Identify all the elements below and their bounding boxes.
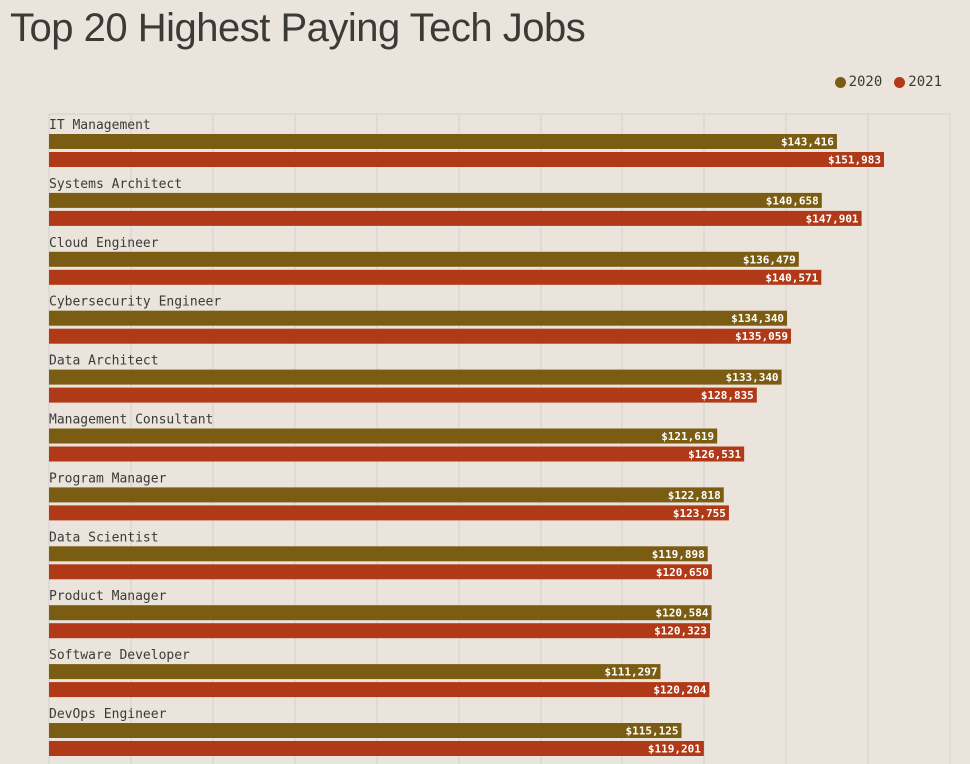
bar-2020 <box>49 428 718 444</box>
value-label-2020: $140,658 <box>766 194 819 207</box>
bar-group: Data Architect $133,340 $128,835 <box>49 354 782 403</box>
bar-group: Data Scientist $119,898 $120,650 <box>49 530 712 580</box>
legend-swatch-2021 <box>894 76 906 88</box>
bar-group: Systems Architect $140,658 $147,901 <box>49 177 862 226</box>
bar-2021 <box>49 387 757 403</box>
category-label: Data Architect <box>49 354 159 369</box>
value-label-2020: $134,340 <box>731 312 784 325</box>
bar-group: Cloud Engineer $136,479 $140,571 <box>49 236 822 285</box>
legend-item-2020: 2020 <box>834 74 883 90</box>
category-label: Systems Architect <box>49 177 182 192</box>
bar-2021 <box>49 564 712 580</box>
value-label-2021: $140,571 <box>765 271 818 284</box>
bar-2021 <box>49 152 884 167</box>
category-label: Product Manager <box>49 589 167 604</box>
category-label: Management Consultant <box>49 413 213 428</box>
value-label-2021: $147,901 <box>806 212 859 225</box>
bar-2021 <box>49 446 745 462</box>
bar-group: Cybersecurity Engineer $134,340 $135,059 <box>49 295 792 344</box>
value-label-2020: $120,584 <box>656 607 709 620</box>
value-label-2021: $135,059 <box>735 330 788 343</box>
value-label-2021: $120,323 <box>654 625 707 638</box>
bar-2021 <box>49 623 711 639</box>
category-label: Cybersecurity Engineer <box>49 295 221 310</box>
bar-2021 <box>49 682 710 698</box>
value-label-2021: $120,650 <box>656 566 709 579</box>
bar-2021 <box>49 741 704 756</box>
value-label-2020: $119,898 <box>652 548 705 561</box>
legend-item-2021: 2021 <box>894 74 942 90</box>
bar-group: Product Manager $120,584 $120,323 <box>49 589 712 639</box>
value-label-2021: $120,204 <box>653 684 706 697</box>
bar-2021 <box>49 328 792 344</box>
legend-swatch-2020 <box>834 76 846 88</box>
bar-2021 <box>49 505 729 521</box>
bar-group: Management Consultant $121,619 $126,531 <box>49 413 745 462</box>
bar-2021 <box>49 269 822 285</box>
bar-2020 <box>49 487 724 503</box>
value-label-2020: $143,416 <box>781 136 834 149</box>
bar-group: DevOps Engineer $115,125 $119,201 <box>49 707 704 756</box>
value-label-2020: $111,297 <box>604 666 657 679</box>
value-label-2021: $128,835 <box>701 389 754 402</box>
bar-group: Software Developer $111,297 $120,204 <box>49 648 710 698</box>
bar-2020 <box>49 251 799 267</box>
bar-2020 <box>49 605 712 621</box>
category-label: Program Manager <box>49 471 167 486</box>
value-label-2021: $119,201 <box>648 743 701 756</box>
bar-2020 <box>49 664 661 680</box>
bar-group: Program Manager $122,818 $123,755 <box>49 471 729 521</box>
legend-label-2021: 2021 <box>908 74 942 90</box>
bar-2020 <box>49 546 708 562</box>
category-label: DevOps Engineer <box>49 707 167 722</box>
value-label-2020: $136,479 <box>743 253 796 266</box>
bar-2020 <box>49 310 788 326</box>
value-label-2020: $115,125 <box>626 725 679 738</box>
legend-label-2020: 2020 <box>848 74 883 90</box>
category-label: IT Management <box>49 118 151 133</box>
bar-2020 <box>49 723 682 738</box>
chart-legend: 2020 2021 <box>834 74 942 90</box>
bar-2020 <box>49 192 822 208</box>
bar-group: IT Management $143,416 $151,983 <box>49 118 884 167</box>
bar-2020 <box>49 369 782 385</box>
value-label-2020: $122,818 <box>668 489 721 502</box>
value-label-2021: $126,531 <box>688 448 741 461</box>
bar-2021 <box>49 210 862 226</box>
chart-title: Top 20 Highest Paying Tech Jobs <box>10 6 586 50</box>
value-label-2021: $123,755 <box>673 507 726 520</box>
value-label-2020: $121,619 <box>661 430 714 443</box>
bar-2020 <box>49 134 837 149</box>
category-label: Cloud Engineer <box>49 236 159 251</box>
value-label-2021: $151,983 <box>828 154 881 167</box>
value-label-2020: $133,340 <box>726 371 779 384</box>
category-label: Data Scientist <box>49 530 159 545</box>
category-label: Software Developer <box>49 648 190 663</box>
